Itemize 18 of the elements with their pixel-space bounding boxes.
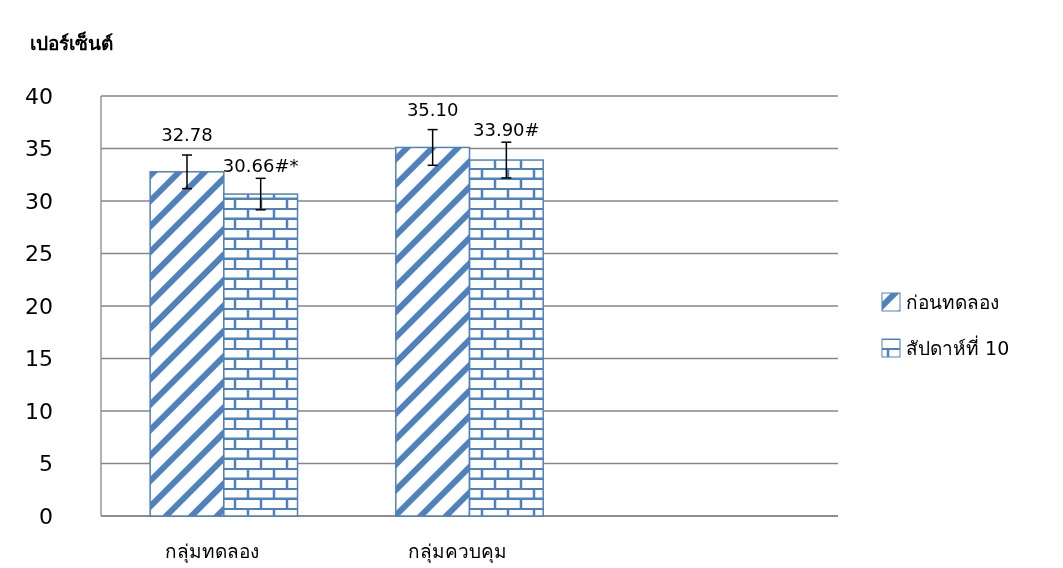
y-tick-label: 25 [25, 241, 53, 267]
y-tick-label: 35 [25, 136, 53, 162]
y-tick-label: 30 [25, 188, 53, 214]
y-tick-label: 5 [39, 451, 53, 477]
data-label: 30.66#* [222, 155, 299, 177]
data-label: 35.10 [406, 98, 459, 120]
x-tick-label: กลุ่มควบคุม [408, 540, 507, 564]
y-axis-title: เปอร์เซ็นต์ [30, 31, 113, 54]
y-tick-label: 15 [25, 346, 53, 372]
legend-label: สัปดาห์ที่ 10 [906, 334, 1010, 359]
y-tick-label: 20 [25, 293, 53, 319]
data-label: 32.78 [161, 124, 213, 146]
y-tick-label: 40 [25, 83, 53, 109]
y-tick-label: 10 [25, 398, 53, 424]
x-tick-label: กลุ่มทดลอง [164, 540, 259, 564]
legend-label: ก่อนทดลอง [906, 290, 999, 313]
data-label: 33.90# [473, 119, 540, 141]
y-tick-label: 0 [39, 503, 53, 529]
